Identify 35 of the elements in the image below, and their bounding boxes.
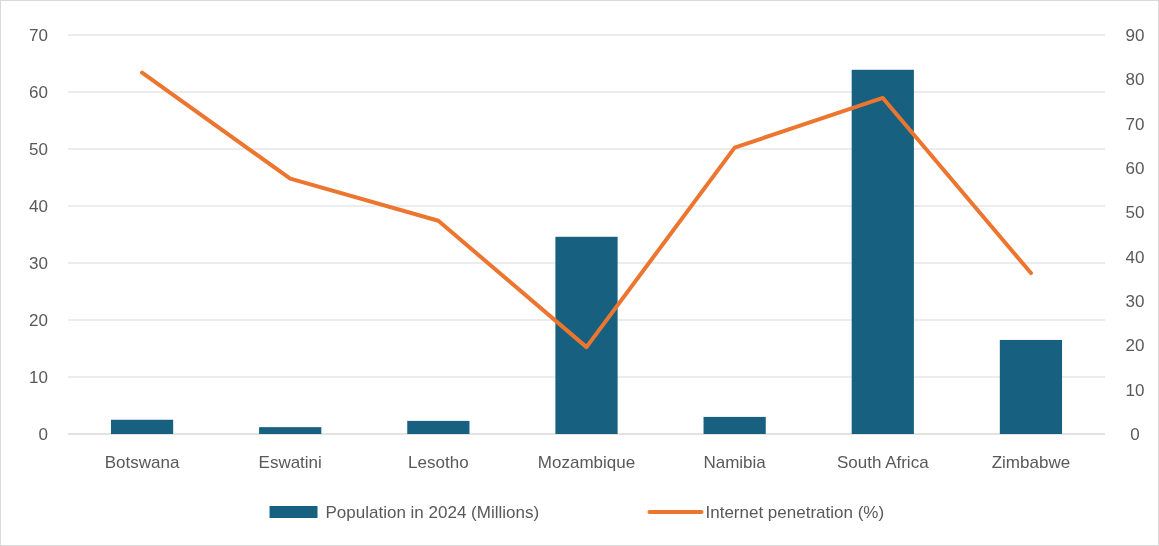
bar bbox=[555, 236, 618, 434]
y2-tick-label: 30 bbox=[1125, 291, 1145, 311]
y2-tick-label: 50 bbox=[1125, 203, 1145, 223]
bar bbox=[851, 69, 914, 434]
legend-label: Population in 2024 (Millions) bbox=[325, 502, 540, 522]
y2-tick-label: 90 bbox=[1125, 25, 1145, 45]
y-tick-label: 70 bbox=[29, 25, 48, 45]
y2-tick-label: 70 bbox=[1125, 114, 1145, 134]
bar bbox=[110, 419, 174, 434]
y2-tick-label: 10 bbox=[1125, 380, 1145, 400]
y-tick-label: 50 bbox=[29, 139, 48, 159]
y-tick-label: 40 bbox=[29, 196, 48, 216]
y-tick-label: 10 bbox=[29, 367, 48, 387]
x-tick-label: Zimbabwe bbox=[991, 453, 1071, 472]
x-tick-label: Namibia bbox=[703, 453, 767, 472]
y2-tick-label: 0 bbox=[1130, 424, 1140, 444]
bar bbox=[407, 420, 470, 434]
x-tick-label: Lesotho bbox=[408, 453, 469, 472]
bar bbox=[703, 416, 766, 434]
x-tick-label: Botswana bbox=[104, 453, 180, 472]
legend-label: Internet penetration (%) bbox=[705, 502, 885, 522]
y2-tick-label: 80 bbox=[1125, 70, 1145, 90]
y-tick-label: 20 bbox=[29, 310, 48, 330]
bar bbox=[259, 427, 322, 434]
y2-tick-label: 20 bbox=[1125, 336, 1145, 356]
line-series bbox=[140, 70, 1033, 350]
y-tick-label: 30 bbox=[29, 253, 48, 273]
y2-tick-label: 60 bbox=[1125, 158, 1145, 178]
y-tick-label: 0 bbox=[38, 424, 48, 444]
y-tick-label: 60 bbox=[29, 82, 48, 102]
bar bbox=[999, 339, 1063, 434]
x-tick-label: South Africa bbox=[836, 453, 930, 472]
x-tick-label: Eswatini bbox=[258, 453, 322, 472]
y2-tick-label: 40 bbox=[1125, 247, 1145, 267]
x-tick-label: Mozambique bbox=[537, 453, 636, 472]
